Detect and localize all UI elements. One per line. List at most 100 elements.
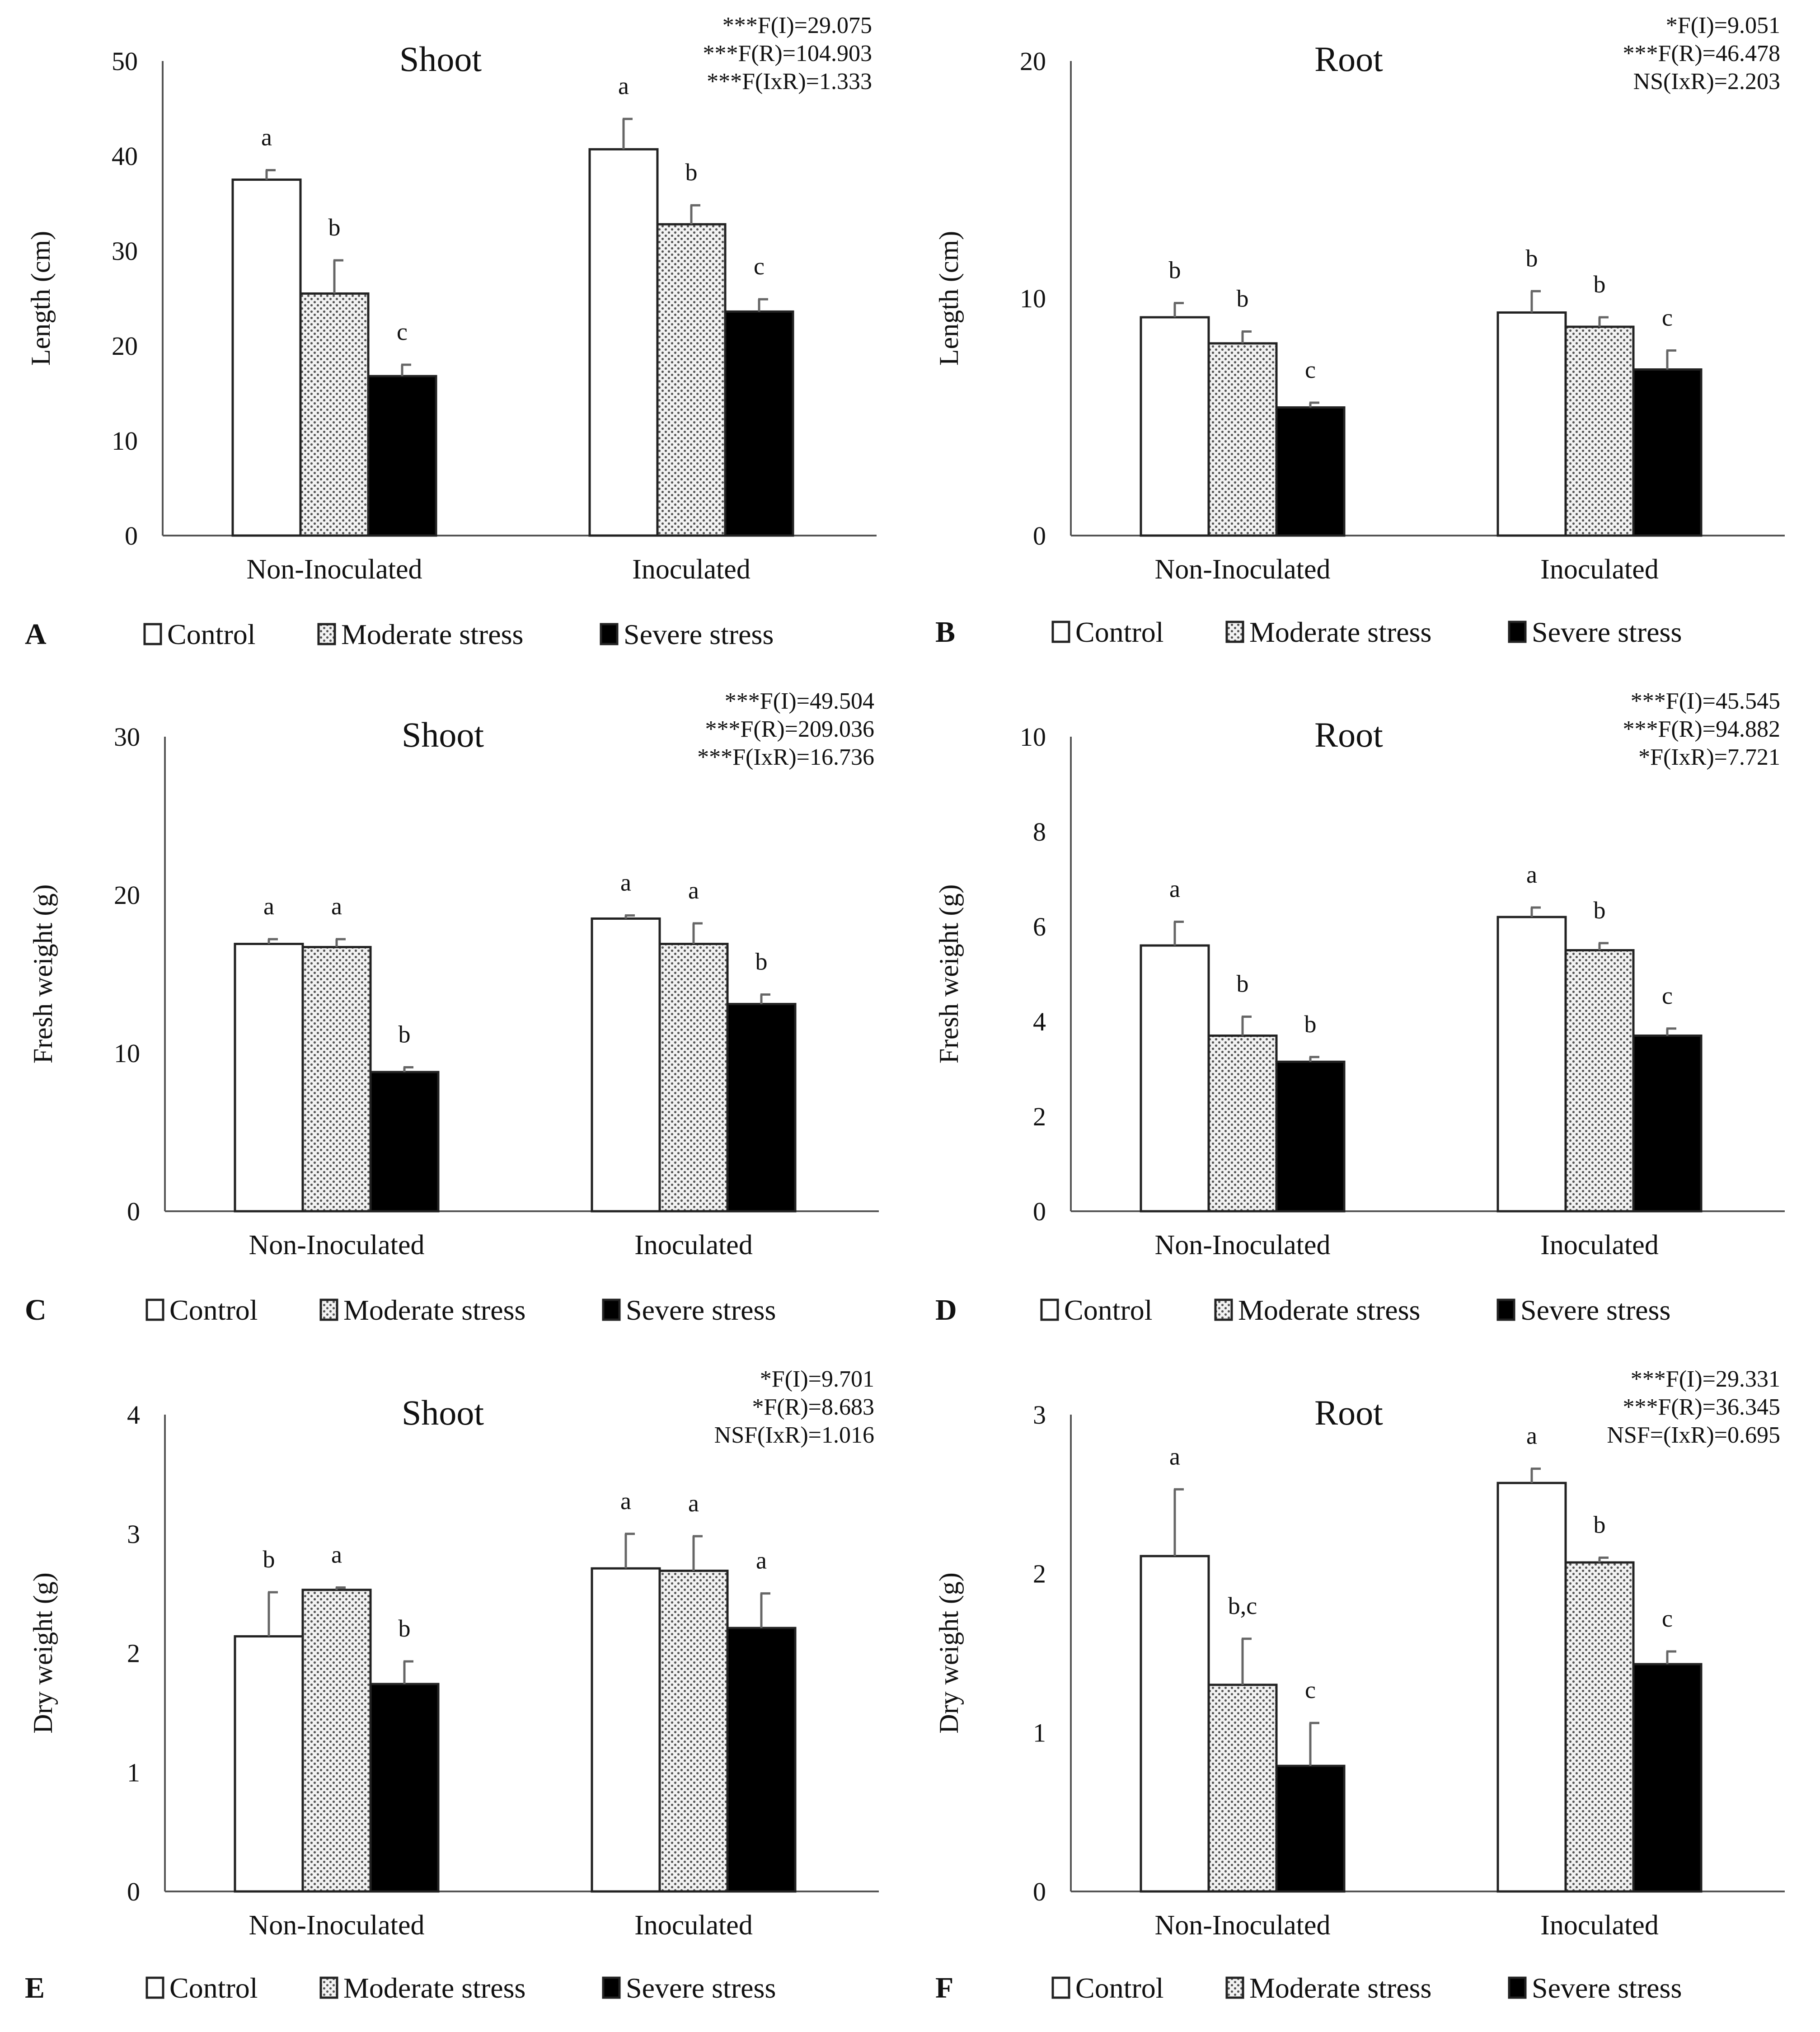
chart-title: Root <box>1314 1393 1383 1432</box>
legend-label: Control <box>167 618 256 650</box>
bar-severe <box>727 1628 795 1891</box>
legend-label: Moderate stress <box>341 618 523 650</box>
x-category-label: Non-Inoculated <box>1154 1230 1330 1261</box>
bar-moderate <box>303 1590 371 1891</box>
y-tick-label: 30 <box>112 236 138 266</box>
stat-line: ***F(R)=36.345 <box>1623 1394 1780 1420</box>
legend-swatch-moderate <box>321 1300 337 1320</box>
significance-letter: a <box>620 1487 631 1515</box>
y-axis-label: Length (cm) <box>934 231 964 366</box>
bar-moderate <box>1209 1685 1276 1891</box>
x-category-label: Non-Inoculated <box>249 1230 424 1261</box>
chart-title: Shoot <box>402 1393 484 1432</box>
y-axis-label: Dry weight (g) <box>934 1572 964 1734</box>
legend-swatch-control <box>147 1978 163 1998</box>
panel-letter: C <box>25 1294 47 1326</box>
legend-swatch-moderate <box>321 1978 337 1998</box>
significance-letter: a <box>261 124 272 151</box>
y-tick-label: 4 <box>1033 1007 1046 1036</box>
y-tick-label: 20 <box>114 880 140 910</box>
y-tick-label: 0 <box>1033 1877 1046 1906</box>
stat-line: NSF(IxR)=1.016 <box>714 1422 874 1448</box>
bar-moderate <box>657 224 725 536</box>
bar-moderate <box>1566 950 1633 1212</box>
stat-line: ***F(R)=46.478 <box>1623 41 1780 66</box>
panel-letter: B <box>935 616 955 649</box>
significance-letter: a <box>620 869 631 896</box>
significance-letter: c <box>1662 1605 1673 1632</box>
y-tick-label: 6 <box>1033 912 1046 941</box>
bar-moderate <box>1209 1036 1276 1212</box>
chart-title: Shoot <box>402 715 484 754</box>
x-category-label: Non-Inoculated <box>246 554 422 585</box>
significance-letter: b,c <box>1228 1592 1257 1619</box>
x-category-label: Inoculated <box>1540 1230 1659 1261</box>
legend-label: Moderate stress <box>1249 616 1431 648</box>
significance-letter: b <box>399 1615 411 1642</box>
bar-control <box>235 1637 303 1891</box>
y-axis-label: Fresh weight (g) <box>934 884 964 1064</box>
bar-moderate <box>1566 327 1633 536</box>
stat-line: ***F(R)=104.903 <box>703 41 872 66</box>
legend-label: Moderate stress <box>1238 1294 1420 1326</box>
legend-label: Control <box>1075 1972 1164 2004</box>
bar-control <box>592 919 660 1212</box>
bar-moderate <box>660 944 727 1212</box>
significance-letter: c <box>1662 982 1673 1009</box>
legend-swatch-severe <box>1498 1300 1514 1320</box>
stat-line: *F(I)=9.701 <box>760 1366 874 1392</box>
legend-label: Moderate stress <box>343 1294 525 1326</box>
significance-letter: b <box>1594 271 1606 298</box>
significance-letter: a <box>263 893 274 920</box>
chart-panel-e: 0 1 2 3 4 Dry weight (g) Shoot *F(I)=9.701*F(R)… <box>25 1366 879 2004</box>
bar-control <box>233 180 300 536</box>
y-tick-label: 0 <box>127 1197 140 1226</box>
significance-letter: b <box>328 214 341 241</box>
chart-panel-c: 0 10 20 30 Fresh weight (g) Shoot ***F(I)=49.5… <box>25 688 879 1326</box>
x-category-label: Inoculated <box>634 1230 753 1261</box>
stat-line: ***F(I)=45.545 <box>1631 688 1780 714</box>
significance-letter: b <box>399 1021 411 1048</box>
y-tick-label: 10 <box>114 1039 140 1068</box>
y-tick-label: 10 <box>1020 722 1046 752</box>
y-axis-label: Fresh weight (g) <box>28 884 58 1064</box>
legend-label: Control <box>169 1972 258 2004</box>
legend-label: Severe stress <box>1532 1972 1682 2004</box>
significance-letter: b <box>1304 1011 1317 1038</box>
x-category-label: Inoculated <box>634 1910 753 1941</box>
y-tick-label: 1 <box>1033 1718 1046 1747</box>
significance-letter: b <box>1169 257 1181 284</box>
y-axis-label: Length (cm) <box>26 231 56 366</box>
stat-line: ***F(R)=209.036 <box>705 716 874 742</box>
bar-severe <box>725 311 793 536</box>
y-tick-label: 0 <box>125 521 138 550</box>
y-axis-label: Dry weight (g) <box>28 1572 58 1734</box>
panel-letter: D <box>935 1294 957 1326</box>
legend-label: Control <box>1064 1294 1153 1326</box>
chart-panel-f: 0 1 2 3 Dry weight (g) Root ***F(I)=29.331***F… <box>934 1366 1785 2004</box>
chart-panel-b: 0 10 20 Length (cm) Root *F(I)=9.051 ***F(R)=4… <box>934 13 1785 649</box>
significance-letter: c <box>1305 356 1316 383</box>
significance-letter: a <box>1526 1422 1537 1449</box>
stat-line: ***F(I)=29.331 <box>1631 1366 1780 1392</box>
legend-swatch-severe <box>601 624 617 644</box>
legend-swatch-control <box>1041 1300 1058 1320</box>
legend-swatch-control <box>147 1300 163 1320</box>
y-tick-label: 10 <box>1020 284 1046 313</box>
y-tick-label: 20 <box>1020 47 1046 76</box>
bar-severe <box>1633 1664 1701 1891</box>
bar-moderate <box>303 947 371 1212</box>
bar-control <box>1141 945 1209 1211</box>
significance-letter: c <box>397 318 408 345</box>
y-tick-label: 2 <box>1033 1559 1046 1589</box>
bar-moderate <box>1209 343 1276 536</box>
panel-letter: E <box>25 1971 45 2004</box>
bar-control <box>1498 917 1566 1211</box>
figure: 01020304050Length (cm)Shoot***F(I)=29.07… <box>0 0 1820 2032</box>
x-category-label: Inoculated <box>1540 1910 1659 1941</box>
bar-severe <box>1276 1766 1344 1891</box>
y-tick-label: 3 <box>1033 1400 1046 1430</box>
significance-letter: a <box>1526 861 1537 888</box>
y-tick-label: 0 <box>1033 1197 1046 1226</box>
stat-line: ***F(IxR)=1.333 <box>707 69 872 94</box>
